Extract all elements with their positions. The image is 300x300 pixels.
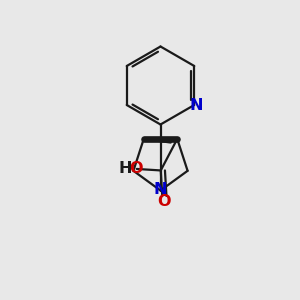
- Text: N: N: [190, 98, 203, 112]
- Text: O: O: [158, 194, 171, 209]
- Text: N: N: [154, 182, 167, 197]
- Text: H: H: [118, 161, 131, 176]
- Text: O: O: [129, 161, 142, 176]
